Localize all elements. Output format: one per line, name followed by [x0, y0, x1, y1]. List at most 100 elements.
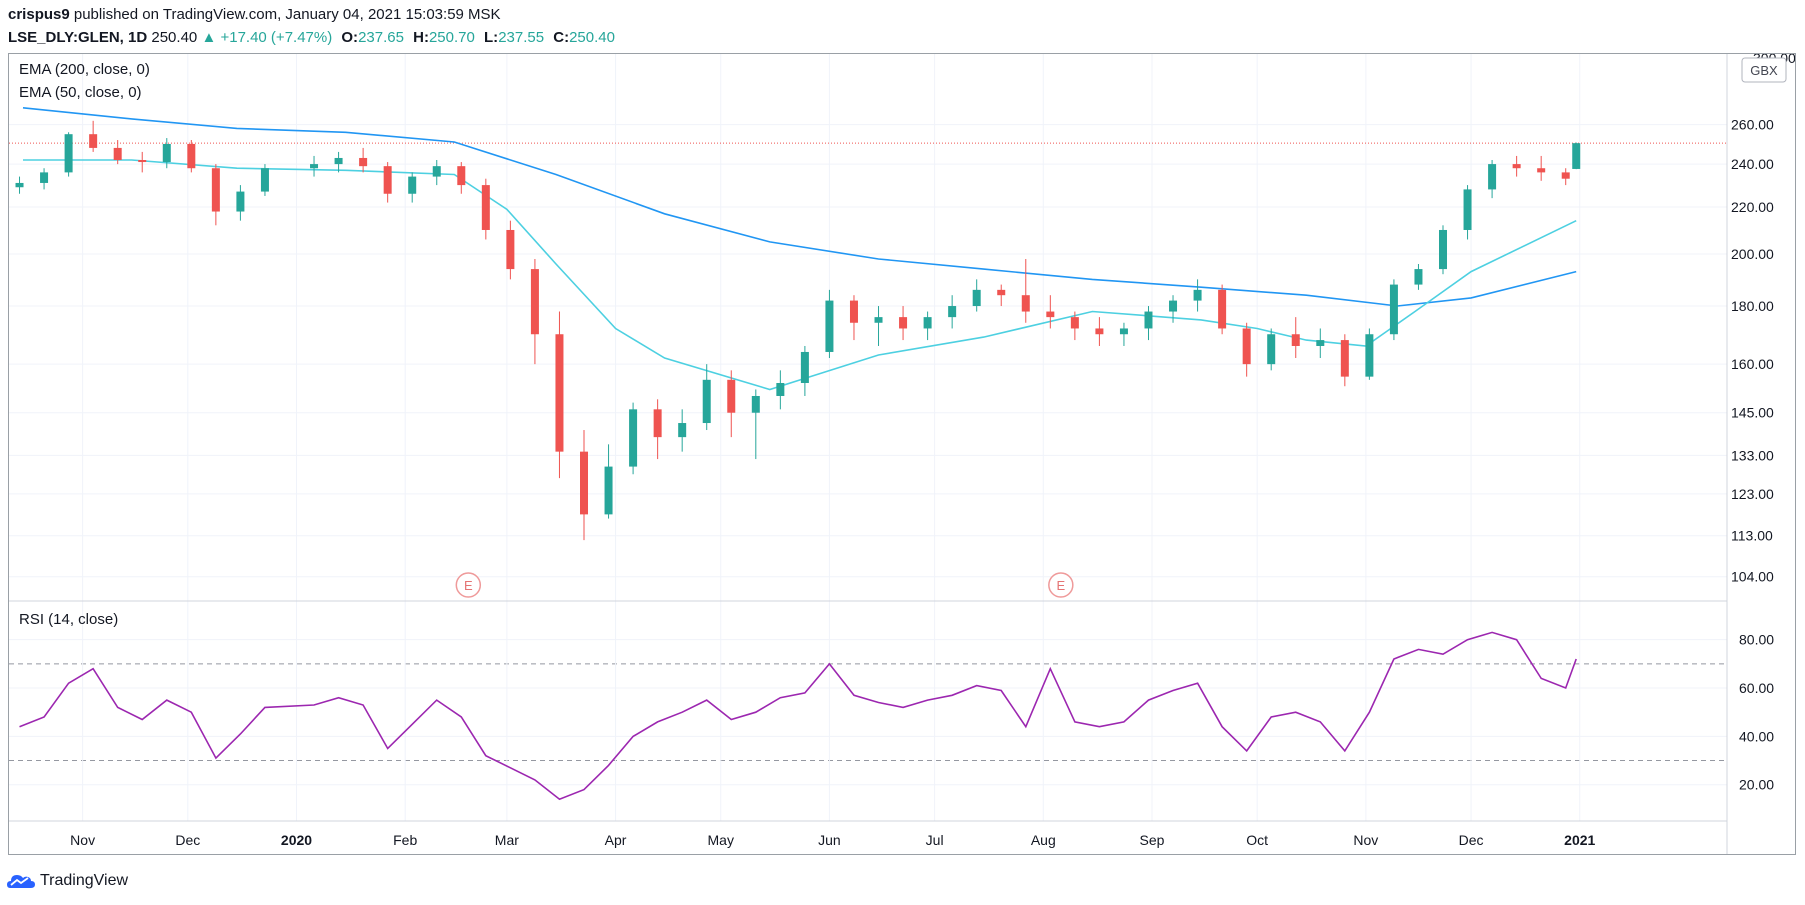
time-tick-label: Mar	[495, 832, 519, 848]
time-tick-label: Jul	[926, 832, 944, 848]
candle-body	[1021, 295, 1030, 312]
candle-body	[334, 157, 343, 165]
time-tick-label: May	[708, 832, 734, 848]
candle-body	[1242, 328, 1251, 365]
candle-body	[604, 466, 613, 515]
candle-body	[530, 269, 539, 335]
time-tick-label: Feb	[393, 832, 417, 848]
candle-body	[1340, 340, 1349, 377]
candle-body	[1046, 311, 1055, 318]
candle-body	[849, 300, 858, 323]
candle-body	[211, 168, 220, 212]
close-value: 250.40	[569, 29, 615, 46]
price-tick-label: 113.00	[1731, 528, 1773, 544]
candle-body	[555, 334, 564, 452]
candle-body	[653, 409, 662, 438]
candle-body	[1095, 328, 1104, 335]
candle-body	[1267, 334, 1276, 365]
time-tick-label: 2021	[1564, 832, 1595, 848]
up-arrow-icon: ▲	[201, 29, 217, 46]
earnings-marker	[455, 572, 482, 598]
candle-body	[1389, 284, 1398, 335]
candle-body	[1070, 317, 1079, 329]
candle-body	[1144, 311, 1153, 329]
time-tick-label: Apr	[605, 832, 627, 848]
rsi-tick-label: 40.00	[1739, 728, 1774, 744]
candle-body	[874, 317, 883, 323]
close-label: C:	[553, 29, 570, 46]
candle-body	[260, 168, 269, 192]
price-tick-label: 260.00	[1731, 117, 1774, 133]
time-tick-label: Nov	[1353, 832, 1378, 848]
ema200-legend[interactable]: EMA (200, close, 0)	[19, 61, 150, 78]
candle-body	[236, 191, 245, 212]
candle-body	[629, 409, 638, 467]
time-tick-label: Nov	[70, 832, 95, 848]
earnings-label: E	[1057, 578, 1066, 593]
grid-layer	[9, 54, 1727, 821]
candle-body	[383, 166, 392, 194]
time-tick-label: Oct	[1246, 832, 1268, 848]
candle-body	[15, 182, 24, 188]
ema50-layer	[23, 159, 1577, 391]
candle-body	[1572, 143, 1581, 169]
candle-body	[457, 166, 466, 186]
rsi-tick-label: 80.00	[1739, 632, 1774, 648]
candle-body	[678, 423, 687, 438]
candle-body	[702, 379, 711, 424]
time-tick-label: 2020	[281, 832, 312, 848]
earnings-marker	[1048, 572, 1074, 598]
candle-body	[1414, 269, 1423, 285]
rsi-tick-label: 60.00	[1739, 680, 1774, 696]
author-name[interactable]: crispus9	[8, 6, 70, 23]
tradingview-footer[interactable]: TradingView	[6, 871, 128, 891]
candle-body	[1488, 164, 1497, 190]
price-change: +17.40 (+7.47%)	[220, 29, 333, 46]
ema50-legend[interactable]: EMA (50, close, 0)	[19, 84, 142, 101]
time-tick-label: Dec	[175, 832, 200, 848]
candle-body	[923, 317, 932, 329]
time-tick-label: Jun	[818, 832, 841, 848]
candle-body	[310, 164, 319, 169]
symbol-label: LSE_DLY:GLEN, 1D	[8, 29, 148, 46]
candle-body	[113, 147, 122, 161]
candle-body	[800, 351, 809, 384]
candle-body	[138, 160, 147, 163]
currency-label: GBX	[1750, 63, 1778, 78]
candle-body	[1193, 289, 1202, 301]
candle-body	[1291, 334, 1300, 346]
currency-badge[interactable]	[1741, 57, 1787, 83]
candle-body	[506, 229, 515, 270]
price-tick-label: 200.00	[1731, 246, 1774, 262]
high-label: H:	[413, 29, 429, 46]
price-tick-label: 104.00	[1731, 569, 1774, 585]
time-tick-label: Dec	[1459, 832, 1484, 848]
low-label: L:	[484, 29, 499, 46]
ohlc-line: LSE_DLY:GLEN, 1D 250.40 ▲ +17.40 (+7.47%…	[8, 29, 615, 46]
rsi-legend[interactable]: RSI (14, close)	[19, 611, 118, 628]
candle-body	[1365, 334, 1374, 377]
time-tick-label: Sep	[1140, 832, 1165, 848]
candle-body	[751, 395, 760, 413]
candle-body	[1316, 340, 1325, 346]
last-price: 250.40	[151, 29, 198, 46]
ema200-line	[22, 107, 1577, 307]
candle-body	[162, 143, 171, 163]
candle-body	[64, 134, 73, 173]
candle-body	[899, 317, 908, 329]
published-text: published on TradingView.com, January 04…	[73, 6, 501, 23]
candle-body	[776, 383, 785, 396]
candle-body	[948, 306, 957, 318]
candle-body	[1119, 328, 1128, 335]
candle-body	[359, 157, 368, 167]
candle-body	[432, 166, 441, 177]
candle-body	[481, 185, 490, 230]
price-tick-label: 240.00	[1731, 156, 1774, 172]
price-tick-label: 160.00	[1731, 356, 1774, 372]
rsi-layer	[19, 631, 1577, 801]
rsi-tick-label: 20.00	[1739, 777, 1774, 793]
candle-body	[997, 289, 1006, 296]
